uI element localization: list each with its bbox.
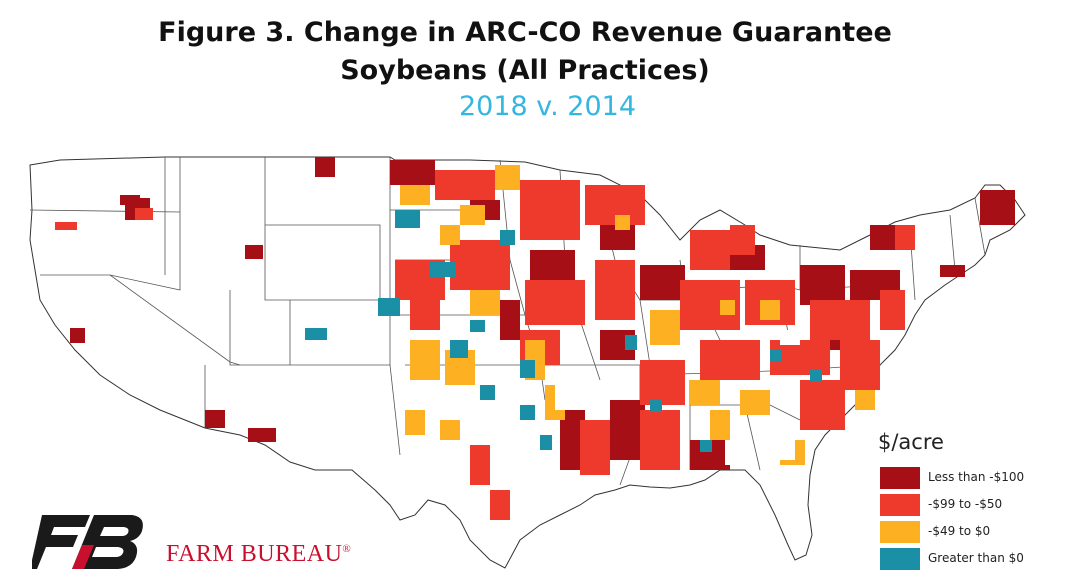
legend-swatch — [880, 494, 920, 516]
counties-greater-than-0 — [305, 210, 822, 452]
map-subtitle: 2018 v. 2014 — [458, 91, 637, 122]
legend-swatch — [880, 467, 920, 489]
legend-label: Less than -$100 — [928, 470, 1025, 484]
legend-title: $/acre — [878, 430, 944, 454]
map-title-line2: Soybeans (All Practices) — [340, 55, 710, 86]
legend-label: Greater than $0 — [928, 551, 1024, 565]
brand-name: FARM BUREAU — [166, 541, 343, 567]
farm-bureau-logo-icon — [32, 515, 143, 569]
farm-bureau-wordmark: FARM BUREAU® — [166, 541, 351, 568]
counties-minus-99-to-minus-50 — [55, 170, 915, 520]
registered-mark: ® — [342, 543, 352, 555]
legend-swatch — [880, 521, 920, 543]
legend-label: -$49 to $0 — [928, 524, 991, 538]
counties-no-data — [555, 240, 800, 465]
counties-minus-49-to-0 — [400, 165, 875, 465]
legend-label: -$99 to -$50 — [928, 497, 1003, 511]
map-title-line1: Figure 3. Change in ARC-CO Revenue Guara… — [158, 17, 892, 48]
legend-swatch — [880, 548, 920, 570]
